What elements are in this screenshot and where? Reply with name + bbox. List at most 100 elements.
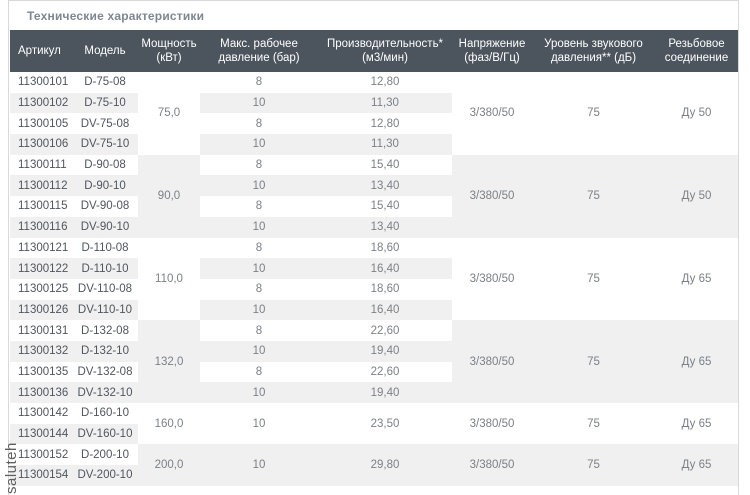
cell-capacity: 12,80 bbox=[318, 113, 452, 135]
cell-pressure: 10 bbox=[200, 340, 318, 362]
cell-connection: Ду 65 bbox=[655, 444, 738, 486]
cell-article: 11300102 bbox=[10, 92, 72, 114]
cell-article: 11300144 bbox=[10, 423, 72, 445]
table-row: 11300125 DV-110-08 8 18,60 bbox=[10, 278, 738, 300]
cell-pressure: 10 bbox=[200, 403, 318, 445]
table-row: 11300106 DV-75-10 10 11,30 bbox=[10, 134, 738, 155]
column-header-model: Модель bbox=[72, 30, 138, 72]
cell-model: D-132-08 bbox=[72, 320, 138, 341]
cell-article: 11300126 bbox=[10, 299, 72, 321]
cell-power: 90,0 bbox=[138, 154, 200, 238]
cell-sound: 75 bbox=[532, 237, 655, 321]
cell-capacity: 16,40 bbox=[318, 258, 452, 279]
column-header-voltage: Напряжение (фаз/В/Гц) bbox=[452, 30, 532, 72]
cell-capacity: 19,40 bbox=[318, 340, 452, 362]
page-title: Технические характеристики bbox=[27, 9, 205, 23]
table-header-row: Артикул Модель Мощность (кВт) Макс. рабочее… bbox=[10, 30, 738, 72]
cell-pressure: 8 bbox=[200, 72, 318, 93]
cell-model: D-132-10 bbox=[72, 340, 138, 362]
cell-capacity: 13,40 bbox=[318, 216, 452, 238]
cell-capacity: 12,80 bbox=[318, 72, 452, 93]
table-row: 11300136 DV-132-10 10 19,40 bbox=[10, 382, 738, 403]
cell-connection: Ду 65 bbox=[655, 403, 738, 445]
cell-pressure: 10 bbox=[200, 92, 318, 114]
table-row: 11300126 DV-110-10 10 16,40 bbox=[10, 299, 738, 321]
table-row: 11300105 DV-75-08 8 12,80 bbox=[10, 113, 738, 135]
cell-article: 11300135 bbox=[10, 361, 72, 383]
cell-voltage: 3/380/50 bbox=[452, 154, 532, 238]
table-row: 11300142 D-160-10 160,0 10 23,50 3/380/50 75 Ду… bbox=[10, 403, 738, 445]
cell-pressure: 8 bbox=[200, 237, 318, 259]
cell-article: 11300154 bbox=[10, 465, 72, 486]
table-row: 11300154 DV-200-10 bbox=[10, 465, 738, 486]
table-row: 11300135 DV-132-08 8 22,60 bbox=[10, 361, 738, 383]
specs-table: Артикул Модель Мощность (кВт) Макс. рабочее… bbox=[10, 30, 738, 486]
cell-capacity: 29,80 bbox=[318, 444, 452, 486]
cell-article: 11300115 bbox=[10, 196, 72, 217]
cell-capacity: 13,40 bbox=[318, 175, 452, 197]
cell-pressure: 10 bbox=[200, 134, 318, 155]
table-row: 11300132 D-132-10 10 19,40 bbox=[10, 340, 738, 362]
cell-capacity: 11,30 bbox=[318, 134, 452, 155]
table-row: 11300122 D-110-10 10 16,40 bbox=[10, 258, 738, 279]
cell-power: 110,0 bbox=[138, 237, 200, 321]
cell-article: 11300142 bbox=[10, 403, 72, 424]
cell-voltage: 3/380/50 bbox=[452, 237, 532, 321]
cell-pressure: 8 bbox=[200, 113, 318, 135]
cell-capacity: 18,60 bbox=[318, 278, 452, 300]
cell-pressure: 8 bbox=[200, 154, 318, 176]
table-row: 11300112 D-90-10 10 13,40 bbox=[10, 175, 738, 197]
cell-article: 11300122 bbox=[10, 258, 72, 279]
column-header-capacity: Производительность* (м3/мин) bbox=[318, 30, 452, 72]
cell-model: D-200-10 bbox=[72, 444, 138, 466]
cell-article: 11300106 bbox=[10, 134, 72, 155]
cell-model: D-110-08 bbox=[72, 237, 138, 259]
table-row: 11300115 DV-90-08 8 15,40 bbox=[10, 196, 738, 217]
cell-power: 200,0 bbox=[138, 444, 200, 486]
table-row: 11300102 D-75-10 10 11,30 bbox=[10, 92, 738, 114]
table-header: Артикул Модель Мощность (кВт) Макс. рабочее… bbox=[10, 30, 738, 72]
cell-pressure: 10 bbox=[200, 258, 318, 279]
cell-model: DV-132-08 bbox=[72, 361, 138, 383]
cell-article: 11300105 bbox=[10, 113, 72, 135]
cell-sound: 75 bbox=[532, 72, 655, 155]
cell-model: DV-110-10 bbox=[72, 299, 138, 321]
cell-model: DV-90-08 bbox=[72, 196, 138, 217]
table-row: 11300101 D-75-08 75,0 8 12,80 3/380/50 75 Ду 50 bbox=[10, 72, 738, 155]
cell-pressure: 8 bbox=[200, 320, 318, 341]
cell-article: 11300111 bbox=[10, 154, 72, 176]
cell-model: DV-110-08 bbox=[72, 278, 138, 300]
cell-pressure: 10 bbox=[200, 175, 318, 197]
column-header-article: Артикул bbox=[10, 30, 72, 72]
table-row: 11300116 DV-90-10 10 13,40 bbox=[10, 216, 738, 238]
column-header-sound: Уровень звукового давления** (дБ) bbox=[532, 30, 655, 72]
table-row: 11300111 D-90-08 90,0 8 15,40 3/380/50 75 Ду 50 bbox=[10, 154, 738, 238]
cell-pressure: 8 bbox=[200, 278, 318, 300]
cell-model: DV-132-10 bbox=[72, 382, 138, 403]
cell-power: 160,0 bbox=[138, 403, 200, 445]
watermark-text: saluteh bbox=[3, 442, 20, 494]
cell-pressure: 10 bbox=[200, 216, 318, 238]
cell-article: 11300132 bbox=[10, 340, 72, 362]
cell-capacity: 11,30 bbox=[318, 92, 452, 114]
cell-connection: Ду 65 bbox=[655, 237, 738, 321]
table-row: 11300152 D-200-10 200,0 10 29,80 3/380/50 75 Ду… bbox=[10, 444, 738, 486]
cell-pressure: 10 bbox=[200, 444, 318, 486]
cell-model: D-90-08 bbox=[72, 154, 138, 176]
cell-model: DV-75-10 bbox=[72, 134, 138, 155]
cell-model: DV-75-08 bbox=[72, 113, 138, 135]
cell-connection: Ду 50 bbox=[655, 72, 738, 155]
cell-capacity: 22,60 bbox=[318, 361, 452, 383]
cell-voltage: 3/380/50 bbox=[452, 320, 532, 403]
table-row: 11300121 D-110-08 110,0 8 18,60 3/380/50 75 Ду … bbox=[10, 237, 738, 321]
cell-connection: Ду 65 bbox=[655, 320, 738, 403]
cell-voltage: 3/380/50 bbox=[452, 403, 532, 445]
cell-model: D-160-10 bbox=[72, 403, 138, 424]
cell-pressure: 10 bbox=[200, 299, 318, 321]
column-header-power: Мощность (кВт) bbox=[138, 30, 200, 72]
content-panel: Технические характеристики Артикул Модель… bbox=[8, 0, 739, 495]
cell-sound: 75 bbox=[532, 320, 655, 403]
cell-article: 11300152 bbox=[10, 444, 72, 466]
cell-model: DV-160-10 bbox=[72, 423, 138, 445]
table-row: 11300131 D-132-08 132,0 8 22,60 3/380/50 75 Ду … bbox=[10, 320, 738, 403]
